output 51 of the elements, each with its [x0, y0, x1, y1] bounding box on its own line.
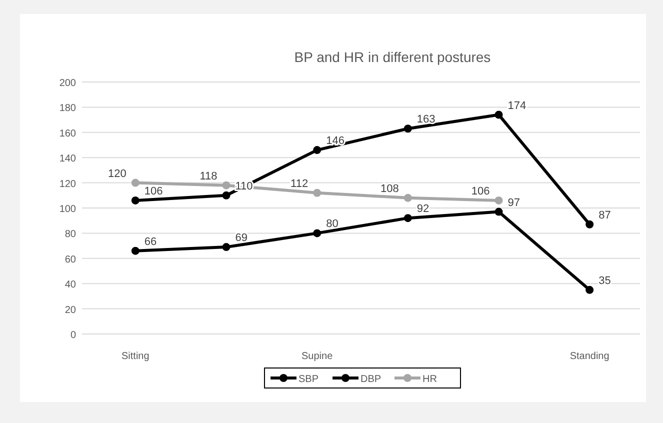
data-label: 108 — [380, 182, 399, 195]
data-label: 106 — [144, 185, 163, 198]
data-label: 97 — [508, 196, 520, 209]
data-label: 35 — [598, 274, 611, 287]
y-tick-label: 100 — [59, 204, 76, 215]
data-label: 174 — [508, 100, 526, 112]
point — [222, 243, 230, 252]
point — [586, 286, 594, 294]
data-label: 92 — [416, 203, 430, 216]
y-tick-label: 0 — [70, 330, 76, 341]
y-tick-label: 80 — [64, 229, 76, 240]
data-label: 66 — [144, 236, 157, 248]
data-label: 112 — [290, 178, 308, 190]
legend-label: SBP — [298, 374, 319, 385]
point — [313, 188, 322, 197]
point — [313, 146, 322, 154]
x-tick-label: Standing — [570, 351, 610, 362]
data-label: 146 — [326, 135, 344, 148]
legend-label: DBP — [360, 374, 382, 385]
data-label: 87 — [598, 209, 611, 222]
point — [222, 191, 230, 200]
point — [222, 181, 230, 190]
legend-label: HR — [422, 374, 437, 385]
point — [494, 110, 503, 119]
y-tick-label: 140 — [59, 154, 76, 165]
y-tick-label: 60 — [64, 254, 76, 266]
chart-title: BP and HR in different postures — [294, 49, 491, 65]
data-label: 69 — [235, 232, 248, 244]
data-label: 118 — [200, 170, 218, 182]
point — [131, 178, 140, 187]
y-tick-label: 160 — [59, 128, 76, 140]
data-label: 120 — [108, 168, 126, 180]
point — [404, 124, 412, 133]
data-label: 80 — [326, 218, 338, 230]
point — [404, 194, 412, 202]
point — [494, 196, 503, 204]
data-label: 106 — [471, 185, 490, 198]
y-tick-label: 120 — [59, 178, 76, 190]
point — [586, 220, 594, 228]
point — [404, 214, 412, 222]
point — [313, 229, 322, 238]
y-tick-label: 180 — [59, 103, 76, 114]
data-label: 163 — [416, 114, 436, 126]
y-tick-label: 20 — [64, 304, 76, 316]
y-tick-label: 40 — [64, 280, 76, 291]
point — [131, 196, 140, 204]
point — [494, 208, 503, 216]
x-tick-label: Supine — [302, 351, 334, 362]
y-tick-label: 200 — [59, 78, 76, 89]
point — [131, 246, 140, 255]
x-tick-label: Sitting — [122, 351, 150, 362]
